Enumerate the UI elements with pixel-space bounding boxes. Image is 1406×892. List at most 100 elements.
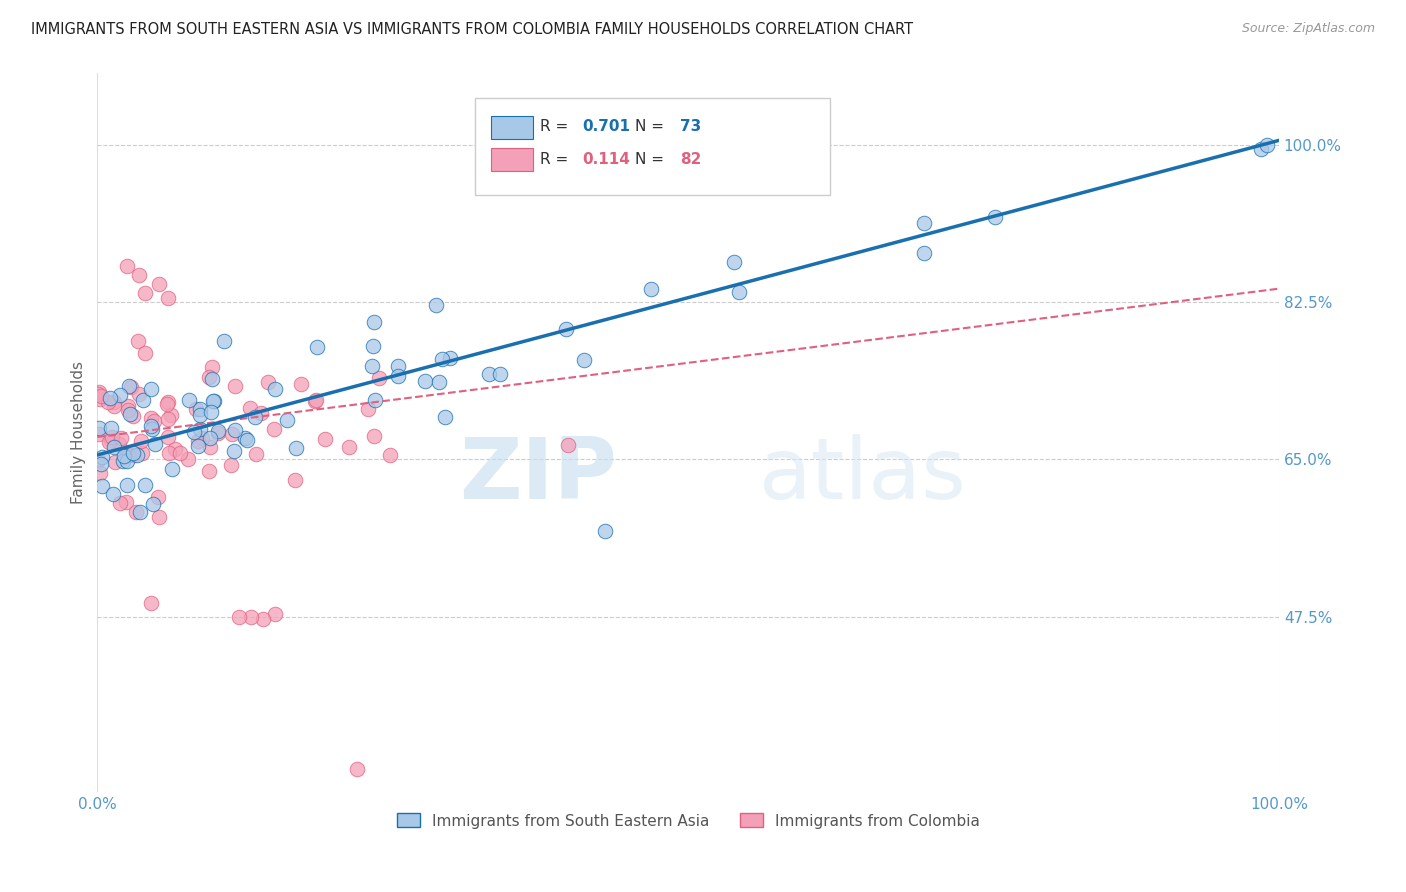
- Point: [115, 495, 138, 509]
- Point: [284, 473, 307, 487]
- Point: [433, 410, 456, 425]
- Point: [387, 369, 409, 384]
- Point: [87, 387, 110, 401]
- Point: [156, 395, 179, 409]
- Point: [314, 432, 336, 446]
- Text: atlas: atlas: [759, 434, 967, 517]
- Point: [108, 388, 131, 402]
- Point: [156, 397, 179, 411]
- Text: 73: 73: [681, 120, 702, 135]
- Point: [555, 322, 578, 336]
- Point: [129, 505, 152, 519]
- Point: [177, 392, 200, 407]
- Point: [380, 448, 402, 462]
- Text: 82: 82: [681, 152, 702, 167]
- Legend: Immigrants from South Eastern Asia, Immigrants from Colombia: Immigrants from South Eastern Asia, Immi…: [391, 807, 986, 835]
- Point: [115, 259, 138, 273]
- Point: [90, 479, 112, 493]
- Point: [125, 505, 148, 519]
- Point: [169, 446, 191, 460]
- Point: [160, 462, 183, 476]
- Point: [224, 423, 246, 437]
- Point: [89, 466, 111, 480]
- Point: [122, 448, 145, 462]
- Point: [142, 414, 165, 428]
- Point: [177, 451, 200, 466]
- Point: [984, 210, 1007, 224]
- Point: [157, 446, 180, 460]
- Point: [146, 490, 169, 504]
- Point: [134, 345, 156, 359]
- Point: [198, 431, 221, 445]
- Point: [187, 439, 209, 453]
- Point: [221, 458, 243, 473]
- Point: [188, 422, 211, 436]
- Point: [252, 612, 274, 626]
- Point: [188, 408, 211, 422]
- Point: [361, 339, 384, 353]
- Point: [101, 430, 124, 444]
- Point: [190, 401, 212, 416]
- Point: [263, 607, 285, 621]
- Point: [157, 291, 180, 305]
- Point: [87, 421, 110, 435]
- Point: [276, 413, 298, 427]
- Point: [134, 478, 156, 492]
- Point: [131, 446, 153, 460]
- Point: [257, 375, 280, 389]
- Point: [368, 371, 391, 385]
- Text: N =: N =: [636, 120, 669, 135]
- Point: [1250, 142, 1272, 156]
- Point: [595, 524, 617, 539]
- Point: [364, 392, 387, 407]
- Point: [233, 431, 256, 445]
- Point: [285, 441, 308, 455]
- Y-axis label: Family Households: Family Households: [72, 361, 86, 504]
- Point: [98, 435, 121, 450]
- Point: [228, 609, 250, 624]
- Point: [557, 438, 579, 452]
- Point: [200, 440, 222, 454]
- FancyBboxPatch shape: [491, 116, 533, 139]
- Point: [165, 442, 187, 456]
- Point: [115, 454, 138, 468]
- Point: [183, 425, 205, 439]
- Point: [432, 352, 454, 367]
- Point: [207, 424, 229, 438]
- Point: [121, 409, 143, 423]
- Point: [201, 372, 224, 386]
- Point: [148, 509, 170, 524]
- Point: [221, 426, 243, 441]
- Point: [127, 448, 149, 462]
- Point: [387, 359, 409, 374]
- Point: [239, 609, 262, 624]
- Point: [212, 334, 235, 348]
- Point: [118, 408, 141, 422]
- Point: [139, 419, 162, 434]
- Point: [100, 421, 122, 435]
- Point: [307, 340, 329, 354]
- Point: [201, 393, 224, 408]
- Text: 0.114: 0.114: [582, 152, 630, 167]
- Point: [90, 389, 112, 403]
- Text: Source: ZipAtlas.com: Source: ZipAtlas.com: [1241, 22, 1375, 36]
- FancyBboxPatch shape: [475, 98, 830, 195]
- Point: [103, 487, 125, 501]
- Point: [139, 382, 162, 396]
- Point: [346, 763, 368, 777]
- Point: [156, 412, 179, 426]
- Point: [245, 409, 267, 424]
- Point: [117, 403, 139, 417]
- Point: [98, 391, 121, 405]
- Point: [198, 370, 221, 384]
- Point: [572, 352, 595, 367]
- Point: [439, 351, 461, 366]
- Point: [141, 422, 163, 436]
- Point: [103, 395, 125, 409]
- Text: R =: R =: [540, 120, 574, 135]
- Point: [263, 422, 285, 436]
- Point: [337, 440, 360, 454]
- Point: [112, 449, 135, 463]
- Point: [143, 436, 166, 450]
- Point: [115, 448, 138, 462]
